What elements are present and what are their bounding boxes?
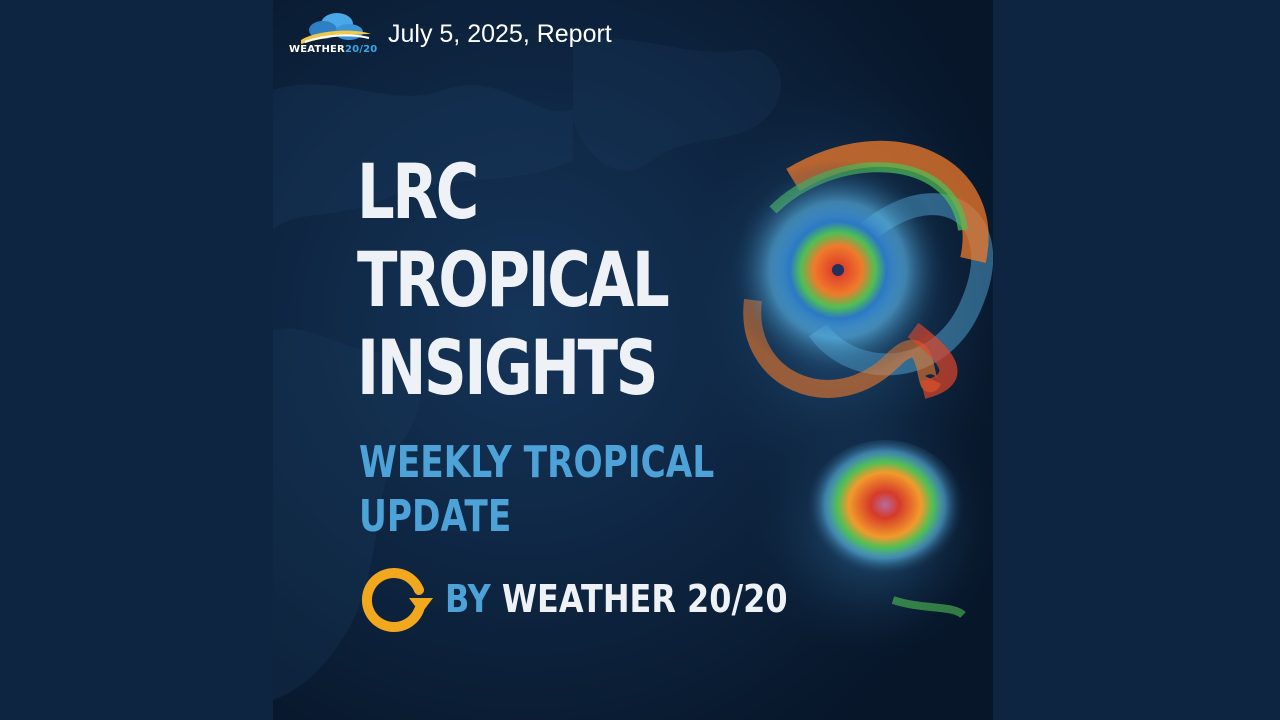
subtitle-line-1: WEEKLY TROPICAL bbox=[359, 437, 715, 488]
title-line-1: LRC bbox=[357, 147, 479, 236]
title-line-2: TROPICAL bbox=[357, 235, 670, 324]
satellite-storm-image bbox=[273, 0, 993, 720]
subtitle-line-2: UPDATE bbox=[359, 491, 512, 542]
report-poster: WEATHER20/20 July 5, 2025, Report LRC TR… bbox=[273, 0, 993, 720]
title-line-3: INSIGHTS bbox=[357, 323, 658, 412]
cycle-arrow-icon bbox=[362, 568, 433, 632]
logo-word: WEATHER bbox=[289, 44, 345, 55]
logo-number: 20/20 bbox=[344, 44, 378, 55]
report-date: July 5, 2025, Report bbox=[388, 20, 612, 48]
byline-brand: WEATHER 20/20 bbox=[501, 577, 788, 621]
byline: BY WEATHER 20/20 bbox=[359, 564, 853, 634]
byline-text: BY WEATHER 20/20 bbox=[445, 577, 788, 621]
logo-wordmark: WEATHER20/20 bbox=[289, 44, 377, 55]
byline-prefix: BY bbox=[445, 577, 491, 621]
poster-subtitle: WEEKLY TROPICAL UPDATE bbox=[359, 436, 714, 544]
poster-title: LRC TROPICAL INSIGHTS bbox=[357, 147, 670, 412]
cloud-logo-icon bbox=[301, 13, 371, 44]
